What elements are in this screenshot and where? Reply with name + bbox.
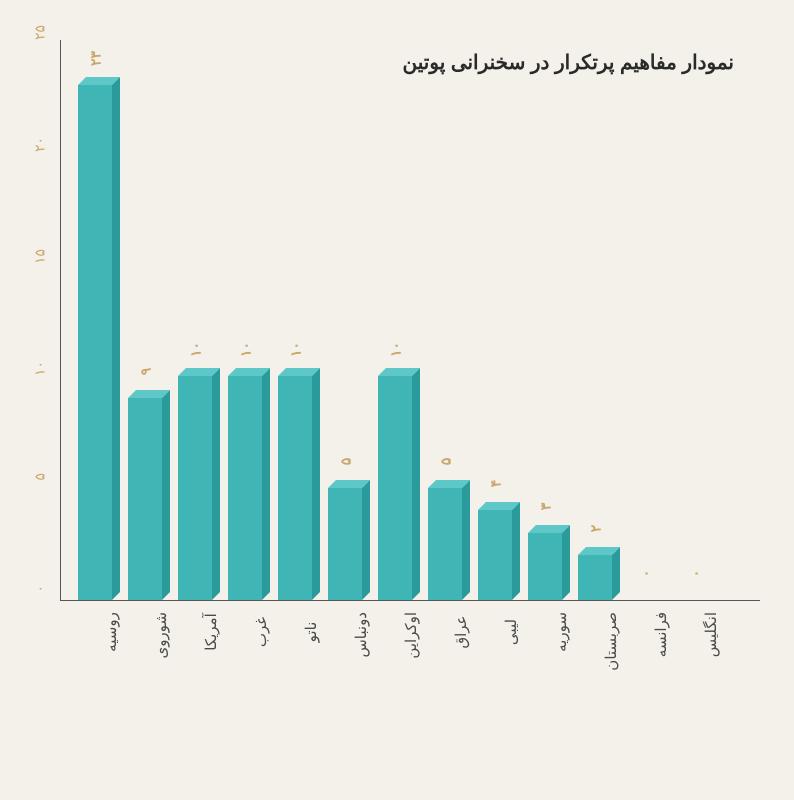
x-axis-label: صربستان xyxy=(602,612,620,652)
bar-front xyxy=(228,376,262,600)
bar-value-label: ۵ xyxy=(338,442,355,482)
bar-value-label: ۳ xyxy=(538,486,555,526)
bar-value-label: ۱۰ xyxy=(388,330,405,370)
bar-side xyxy=(412,368,420,600)
bar-front xyxy=(178,376,212,600)
bar-side xyxy=(112,77,120,600)
bar-front xyxy=(278,376,312,600)
bars-area: ۲۳۹۱۰۱۰۱۰۵۱۰۵۴۳۲۰۰ xyxy=(60,40,760,600)
bar: ۲۳ xyxy=(78,40,118,600)
bar: ۲ xyxy=(578,40,618,600)
bar-value-label: ۴ xyxy=(488,464,505,504)
x-axis-label: آمریکا xyxy=(202,612,220,652)
bar-side xyxy=(362,480,370,600)
x-axis-label: شوروی xyxy=(152,612,170,652)
bar-side xyxy=(312,368,320,600)
bar: ۴ xyxy=(478,40,518,600)
bar: ۵ xyxy=(428,40,468,600)
bar-side xyxy=(162,390,170,600)
x-axis-label: انگلیس xyxy=(702,612,720,652)
bar-front xyxy=(478,510,512,600)
bar: ۳ xyxy=(528,40,568,600)
bar-front xyxy=(528,533,562,600)
bar-front xyxy=(428,488,462,600)
bar-value-label: ۱۰ xyxy=(188,330,205,370)
bar: ۹ xyxy=(128,40,168,600)
x-axis-label: ناتو xyxy=(302,612,320,652)
y-tick: ۱۵ xyxy=(32,249,49,279)
x-axis-label: فرانسه xyxy=(652,612,670,652)
bar-side xyxy=(262,368,270,600)
bar-value-label: ۱۰ xyxy=(288,330,305,370)
bar: ۱۰ xyxy=(378,40,418,600)
bar-side xyxy=(612,547,620,600)
bar: ۵ xyxy=(328,40,368,600)
y-tick: ۵ xyxy=(32,473,49,503)
bar-value-label: ۰ xyxy=(688,554,705,594)
bar-value-label: ۲ xyxy=(588,509,605,549)
chart-container: ۰۵۱۰۱۵۲۰۲۵ ۲۳۹۱۰۱۰۱۰۵۱۰۵۴۳۲۰۰ روسیهشوروی… xyxy=(60,40,760,640)
bar: ۱۰ xyxy=(228,40,268,600)
bar-value-label: ۵ xyxy=(438,442,455,482)
bar-side xyxy=(212,368,220,600)
y-tick: ۲۰ xyxy=(32,137,49,167)
bar-value-label: ۹ xyxy=(138,352,155,392)
bar-value-label: ۰ xyxy=(638,554,655,594)
x-axis-label: عراق xyxy=(452,612,470,652)
bar-front xyxy=(578,555,612,600)
bar-value-label: ۲۳ xyxy=(88,38,105,78)
x-axis-label: روسیه xyxy=(102,612,120,652)
bar-front xyxy=(378,376,412,600)
bar: ۱۰ xyxy=(278,40,318,600)
y-tick: ۱۰ xyxy=(32,361,49,391)
x-axis-label: سوریه xyxy=(552,612,570,652)
x-axis-label: اوکراین xyxy=(402,612,420,652)
bar-side xyxy=(512,502,520,600)
bar-front xyxy=(78,85,112,600)
x-axis-label: دونباس xyxy=(352,612,370,652)
x-axis-label: لیبی xyxy=(502,612,520,652)
bar-side xyxy=(562,525,570,600)
bar: ۰ xyxy=(628,40,668,600)
bar-value-label: ۱۰ xyxy=(238,330,255,370)
y-tick: ۰ xyxy=(32,585,49,615)
bar: ۱۰ xyxy=(178,40,218,600)
bar: ۰ xyxy=(678,40,718,600)
bar-front xyxy=(328,488,362,600)
plot-area: ۰۵۱۰۱۵۲۰۲۵ ۲۳۹۱۰۱۰۱۰۵۱۰۵۴۳۲۰۰ روسیهشوروی… xyxy=(60,40,760,600)
y-tick: ۲۵ xyxy=(32,25,49,55)
bar-side xyxy=(462,480,470,600)
x-axis-line xyxy=(60,600,760,601)
bar-front xyxy=(128,398,162,600)
x-axis-label: غرب xyxy=(252,612,270,652)
